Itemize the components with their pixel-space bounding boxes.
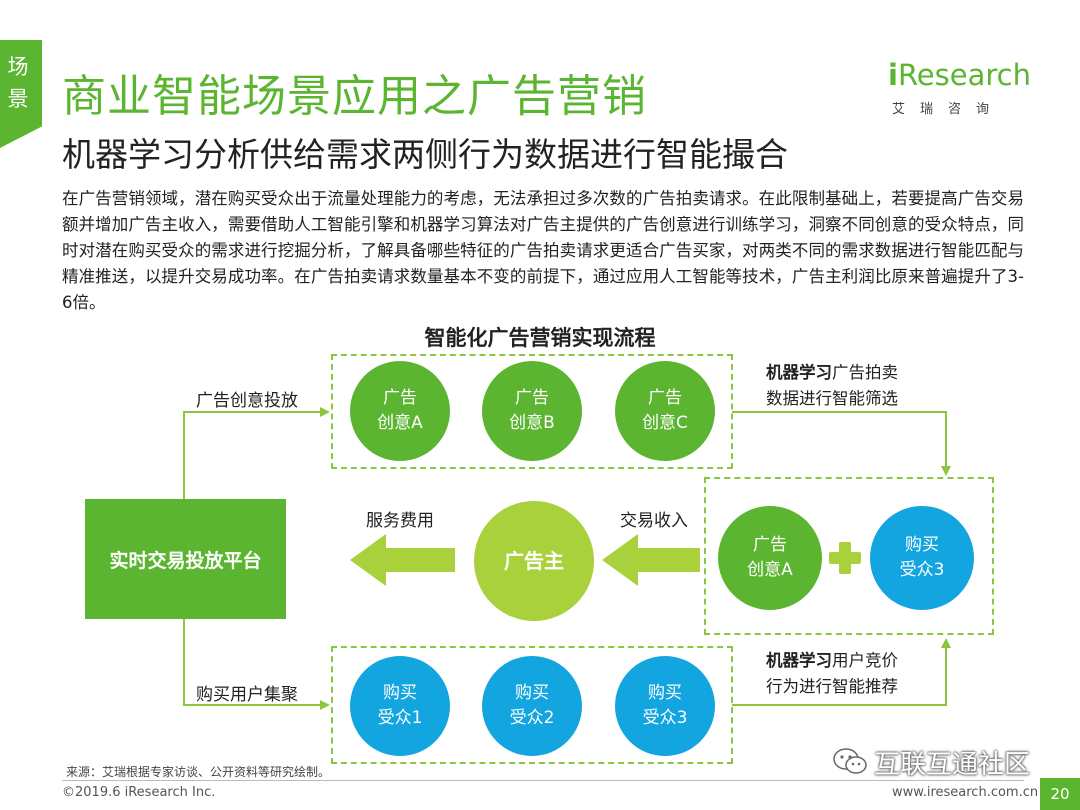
section-tab-char-2: 景 bbox=[7, 87, 29, 111]
label-ml-bidding-rest: 用户竞价 bbox=[832, 651, 898, 670]
watermark: 互联互通社区 bbox=[832, 744, 1030, 780]
label-ml-auction-bold: 机器学习 bbox=[766, 363, 832, 382]
watermark-text: 互联互通社区 bbox=[874, 749, 1031, 780]
section-tab: 场 景 bbox=[0, 40, 42, 148]
creative-a-line2: 创意A bbox=[377, 413, 423, 433]
advertiser-circle: 广告主 bbox=[474, 501, 594, 621]
label-ml-auction-rest: 广告拍卖 bbox=[832, 363, 898, 382]
logo-research: Research bbox=[897, 58, 1031, 92]
section-tab-char-1: 场 bbox=[7, 55, 29, 79]
match-box bbox=[704, 477, 994, 635]
label-ml-bidding-bold: 机器学习 bbox=[766, 651, 832, 670]
wechat-icon bbox=[833, 748, 867, 774]
page-number: 20 bbox=[1040, 778, 1080, 810]
match-audience-line2: 受众3 bbox=[899, 560, 945, 580]
label-ml-bidding-line2: 行为进行智能推荐 bbox=[766, 677, 898, 696]
intro-paragraph: 在广告营销领域，潜在购买受众出于流量处理能力的考虑，无法承担过多次数的广告拍卖请… bbox=[62, 189, 1024, 312]
label-service-fee: 服务费用 bbox=[366, 511, 434, 531]
audiences-box bbox=[331, 646, 733, 764]
connector-audiences-to-match bbox=[732, 638, 951, 706]
creative-circle-a: 广告 创意A bbox=[350, 361, 450, 461]
connector-creatives-to-match bbox=[732, 411, 951, 476]
audience-2-line1: 购买 bbox=[515, 683, 549, 703]
creative-b-line2: 创意B bbox=[509, 413, 555, 433]
match-creative-circle: 广告 创意A bbox=[718, 506, 822, 610]
match-creative-line1: 广告 bbox=[753, 535, 787, 555]
label-ad-delivery: 广告创意投放 bbox=[196, 391, 298, 411]
page-title: 商业智能场景应用之广告营销 bbox=[62, 71, 647, 122]
creative-a-line1: 广告 bbox=[383, 388, 417, 408]
source-note: 来源：艾瑞根据专家访谈、公开资料等研究绘制。 bbox=[66, 765, 331, 779]
logo-i: i bbox=[888, 58, 898, 92]
label-user-cluster: 购买用户集聚 bbox=[196, 685, 298, 705]
match-creative-line2: 创意A bbox=[747, 560, 793, 580]
label-ml-bidding: 机器学习用户竞价 行为进行智能推荐 bbox=[766, 648, 898, 700]
footer-divider bbox=[62, 780, 1024, 781]
site-url: www.iresearch.com.cn bbox=[892, 785, 1039, 800]
audience-circle-3: 购买 受众3 bbox=[615, 656, 715, 756]
iresearch-logo: iResearch 艾瑞咨询 bbox=[888, 58, 1031, 128]
audience-circle-1: 购买 受众1 bbox=[350, 656, 450, 756]
page-subtitle: 机器学习分析供给需求两侧行为数据进行智能撮合 bbox=[62, 135, 788, 174]
label-ml-auction: 机器学习广告拍卖 数据进行智能筛选 bbox=[766, 360, 898, 412]
flow-title: 智能化广告营销实现流程 bbox=[424, 326, 656, 350]
trade-income-arrow bbox=[602, 534, 700, 586]
creative-b-line1: 广告 bbox=[515, 388, 549, 408]
creatives-box bbox=[331, 354, 733, 469]
audience-3-line2: 受众3 bbox=[642, 708, 688, 728]
label-ml-auction-line2: 数据进行智能筛选 bbox=[766, 389, 898, 408]
audience-1-line1: 购买 bbox=[383, 683, 417, 703]
creative-circle-b: 广告 创意B bbox=[482, 361, 582, 461]
audience-3-line1: 购买 bbox=[648, 683, 682, 703]
plus-icon bbox=[829, 542, 861, 574]
audience-2-line2: 受众2 bbox=[509, 708, 555, 728]
logo-cn: 艾瑞咨询 bbox=[892, 102, 1005, 117]
audience-circle-2: 购买 受众2 bbox=[482, 656, 582, 756]
match-audience-line1: 购买 bbox=[905, 535, 939, 555]
creative-c-line1: 广告 bbox=[648, 388, 682, 408]
label-trade-income: 交易收入 bbox=[620, 511, 688, 531]
creative-c-line2: 创意C bbox=[642, 413, 688, 433]
connector-platform-to-audiences bbox=[183, 619, 330, 710]
match-audience-circle: 购买 受众3 bbox=[870, 506, 974, 610]
copyright: ©2019.6 iResearch Inc. bbox=[62, 785, 216, 800]
creative-circle-c: 广告 创意C bbox=[615, 361, 715, 461]
audience-1-line2: 受众1 bbox=[377, 708, 423, 728]
connector-platform-to-creatives bbox=[183, 407, 330, 499]
platform-box: 实时交易投放平台 bbox=[85, 499, 286, 619]
service-fee-arrow bbox=[350, 534, 455, 586]
